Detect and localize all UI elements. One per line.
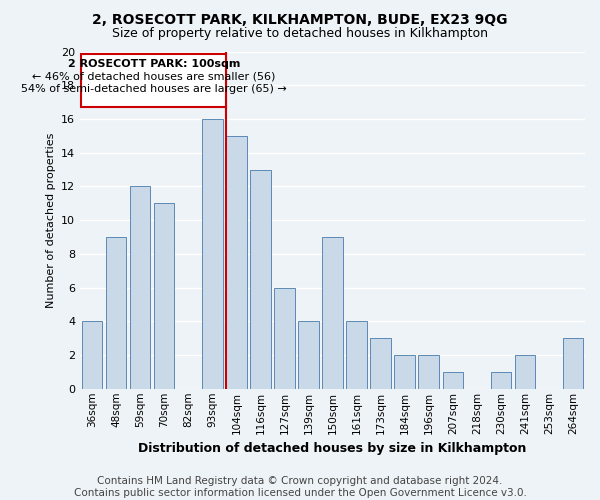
Bar [346,322,367,389]
Bar [418,355,439,389]
Bar [130,186,151,389]
Text: 2 ROSECOTT PARK: 100sqm: 2 ROSECOTT PARK: 100sqm [68,59,240,69]
FancyBboxPatch shape [81,54,226,107]
Text: ← 46% of detached houses are smaller (56): ← 46% of detached houses are smaller (56… [32,72,275,82]
X-axis label: Distribution of detached houses by size in Kilkhampton: Distribution of detached houses by size … [139,442,527,455]
Bar [394,355,415,389]
Bar [370,338,391,389]
Bar [202,119,223,389]
Bar [154,204,175,389]
Bar [322,237,343,389]
Bar [274,288,295,389]
Y-axis label: Number of detached properties: Number of detached properties [46,132,56,308]
Text: Size of property relative to detached houses in Kilkhampton: Size of property relative to detached ho… [112,28,488,40]
Text: 54% of semi-detached houses are larger (65) →: 54% of semi-detached houses are larger (… [21,84,287,94]
Bar [563,338,583,389]
Bar [515,355,535,389]
Text: 2, ROSECOTT PARK, KILKHAMPTON, BUDE, EX23 9QG: 2, ROSECOTT PARK, KILKHAMPTON, BUDE, EX2… [92,12,508,26]
Bar [82,322,103,389]
Bar [443,372,463,389]
Bar [106,237,127,389]
Text: Contains HM Land Registry data © Crown copyright and database right 2024.
Contai: Contains HM Land Registry data © Crown c… [74,476,526,498]
Bar [250,170,271,389]
Bar [298,322,319,389]
Bar [226,136,247,389]
Bar [491,372,511,389]
